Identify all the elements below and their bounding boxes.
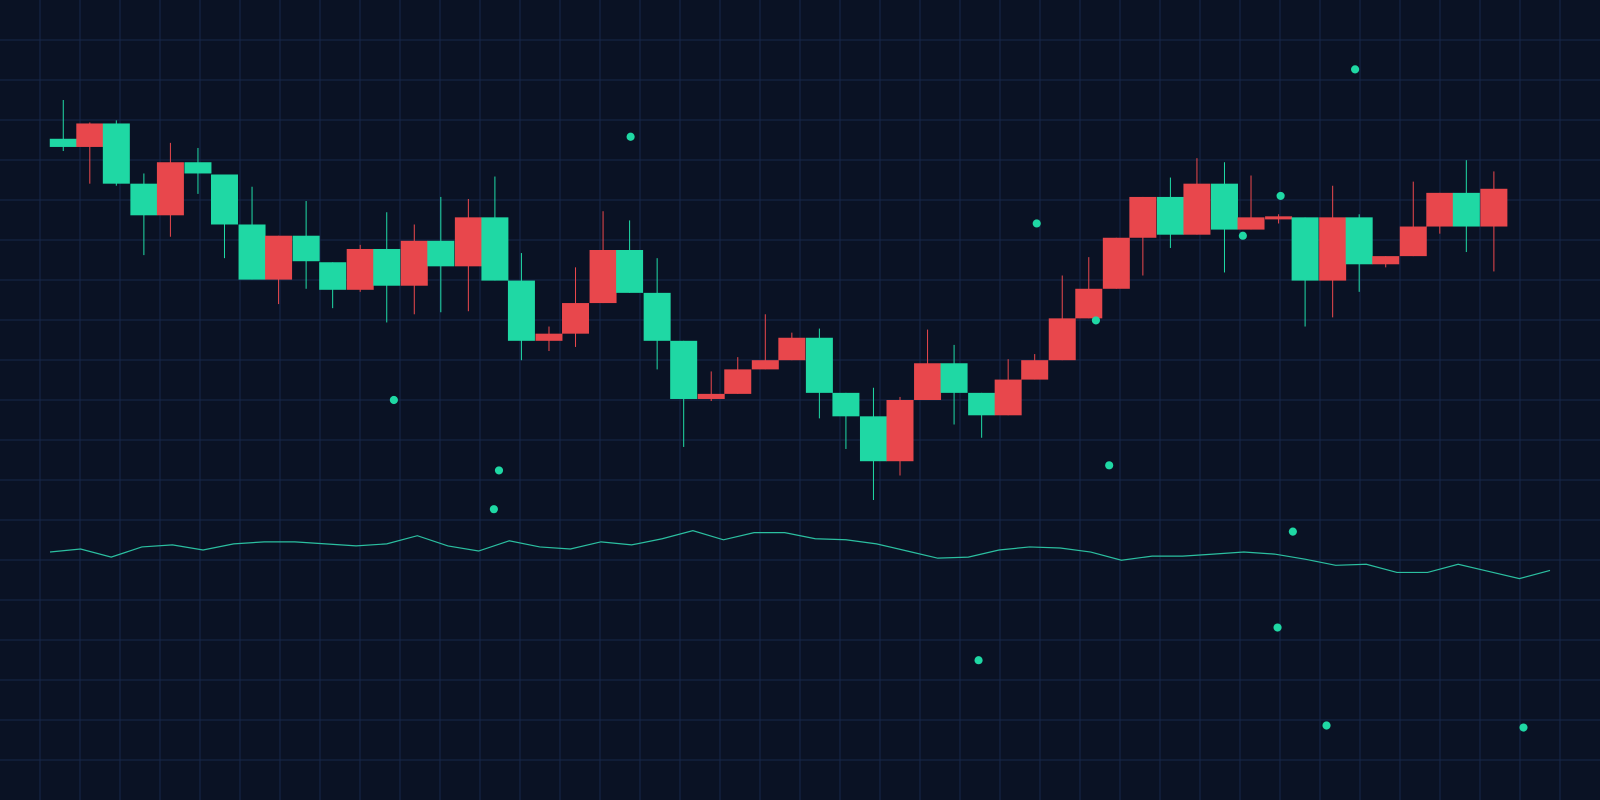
candle-body — [859, 416, 887, 462]
candle-body — [886, 400, 914, 462]
candle-body — [210, 174, 238, 225]
candle-body — [76, 123, 104, 147]
candle-body — [1265, 216, 1293, 220]
indicator-line — [49, 529, 1551, 580]
candle-body — [292, 235, 320, 262]
scatter-point — [389, 395, 398, 405]
scatter-point — [1276, 191, 1285, 200]
scatter-point — [1351, 65, 1360, 74]
candle-body — [968, 392, 996, 416]
candle-body — [156, 162, 184, 216]
candle-body — [507, 280, 535, 341]
candle-body — [1291, 217, 1319, 281]
candle-body — [319, 262, 347, 290]
candle-body — [562, 303, 590, 334]
candle-body — [1426, 192, 1454, 227]
scatter-point — [974, 656, 983, 665]
scatter-point — [1273, 623, 1282, 632]
candle-body — [616, 250, 644, 293]
candle-body — [346, 248, 374, 290]
candle-body — [184, 162, 212, 174]
candle-body — [914, 363, 942, 400]
candle-body — [832, 392, 860, 417]
candle-body — [238, 224, 266, 280]
scatter-point — [489, 505, 498, 514]
candle-body — [1129, 196, 1157, 238]
scatter-point — [494, 466, 504, 475]
candle-body — [724, 369, 752, 394]
candle-body — [102, 123, 130, 184]
candle-body — [589, 250, 617, 304]
scatter-point — [626, 132, 635, 141]
candle-body — [1237, 217, 1265, 230]
candle-body — [1048, 318, 1076, 361]
candle-body — [1319, 217, 1347, 281]
scatter-point — [1238, 231, 1247, 240]
candle-body — [49, 138, 77, 147]
scatter-point — [1091, 316, 1100, 325]
scatter-point — [1105, 461, 1114, 470]
candle-body — [454, 217, 482, 267]
candle-body — [535, 333, 563, 341]
candle-body — [1183, 183, 1211, 235]
scatter-point — [1519, 723, 1528, 732]
candle-body — [1075, 288, 1103, 319]
candle-body — [697, 393, 725, 399]
scatter-point — [1288, 527, 1297, 536]
candle-body — [1480, 188, 1508, 227]
candle-body — [778, 337, 806, 361]
candle-body — [805, 337, 833, 393]
candle-body — [265, 235, 293, 280]
candle-body — [481, 217, 509, 281]
candle-body — [1102, 237, 1130, 289]
candle-body — [1210, 183, 1238, 230]
candle-body — [400, 240, 428, 286]
candle-body — [643, 292, 671, 341]
candle-body — [1399, 226, 1427, 257]
candle-body — [994, 379, 1022, 416]
candle-body — [1372, 256, 1400, 265]
candle-body — [1021, 360, 1049, 380]
scatter-point — [1322, 721, 1331, 730]
candle-body — [1345, 217, 1373, 265]
candle-body — [1156, 196, 1184, 235]
candle-body — [940, 363, 968, 393]
candle-body — [1452, 192, 1480, 227]
candle-body — [427, 240, 455, 267]
candle-body — [130, 183, 158, 216]
candle-body — [670, 340, 698, 399]
candle-body — [373, 248, 401, 286]
candle-body — [751, 360, 779, 370]
scatter-point — [1032, 219, 1041, 228]
